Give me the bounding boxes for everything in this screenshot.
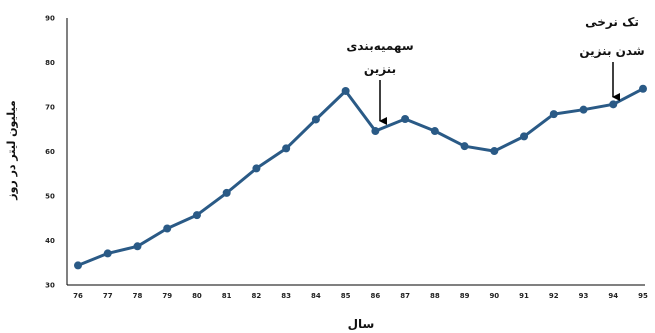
data-point	[639, 84, 647, 93]
data-point	[282, 144, 291, 153]
y-tick-label: 60	[45, 148, 55, 156]
data-point	[103, 249, 112, 258]
data-point	[192, 211, 201, 220]
data-point	[520, 132, 529, 141]
data-point	[549, 110, 558, 119]
x-tick-label: 85	[341, 292, 351, 300]
x-axis-label: سال	[348, 317, 375, 331]
x-tick-label: 84	[311, 292, 321, 300]
x-tick-label: 93	[579, 292, 589, 300]
x-tick-labels: 76 77 78 79 80 81 82 83 84 85 86 87 88 89 90 91 92 93 94 95	[73, 292, 648, 300]
x-tick-label: 80	[192, 292, 202, 300]
x-tick-label: 82	[252, 292, 262, 300]
y-tick-label: 80	[45, 59, 55, 67]
x-tick-label: 89	[460, 292, 470, 300]
data-point	[341, 86, 350, 95]
x-tick-label: 91	[519, 292, 529, 300]
x-tick-label: 94	[608, 292, 618, 300]
annotation-rationing-line2: بنزین	[364, 62, 396, 76]
data-point	[579, 105, 588, 114]
data-point	[401, 115, 410, 124]
x-tick-label: 83	[281, 292, 291, 300]
data-point	[460, 142, 469, 151]
x-tick-label: 92	[549, 292, 559, 300]
annotation-single-rate: تک نرخی شدن بنزین	[579, 15, 645, 101]
data-point	[74, 261, 82, 270]
y-tick-label: 40	[45, 237, 55, 245]
y-tick-label: 30	[45, 282, 55, 290]
x-tick-label: 79	[162, 292, 172, 300]
x-tick-label: 95	[638, 292, 648, 300]
x-tick-label: 90	[489, 292, 499, 300]
data-point	[609, 100, 618, 109]
y-tick-label: 70	[45, 104, 55, 112]
x-tick-label: 77	[103, 292, 113, 300]
y-tick-label: 90	[45, 15, 55, 23]
data-point	[371, 127, 380, 136]
data-point	[311, 115, 320, 124]
data-point	[163, 224, 172, 233]
annotation-rationing-line1: سهمیه‌بندی	[346, 39, 413, 53]
x-tick-label: 76	[73, 292, 83, 300]
data-point	[430, 127, 439, 136]
x-tick-label: 87	[400, 292, 410, 300]
annotation-single-rate-line1: تک نرخی	[585, 15, 639, 29]
y-axis-label: میلیون لیتر در روز	[5, 100, 18, 201]
x-tick-label: 86	[370, 292, 380, 300]
x-tick-label: 78	[133, 292, 143, 300]
data-point	[222, 188, 231, 197]
data-point	[490, 147, 499, 156]
data-point	[252, 164, 261, 173]
annotation-single-rate-line2: شدن بنزین	[579, 44, 644, 58]
data-points	[74, 84, 647, 270]
y-tick-labels: 30 40 50 60 70 80 90	[45, 15, 55, 290]
annotation-rationing: سهمیه‌بندی بنزین	[346, 39, 414, 125]
y-tick-label: 50	[45, 193, 55, 201]
x-tick-label: 81	[222, 292, 232, 300]
data-point	[133, 242, 142, 251]
x-tick-label: 88	[430, 292, 440, 300]
series-line	[77, 87, 644, 267]
